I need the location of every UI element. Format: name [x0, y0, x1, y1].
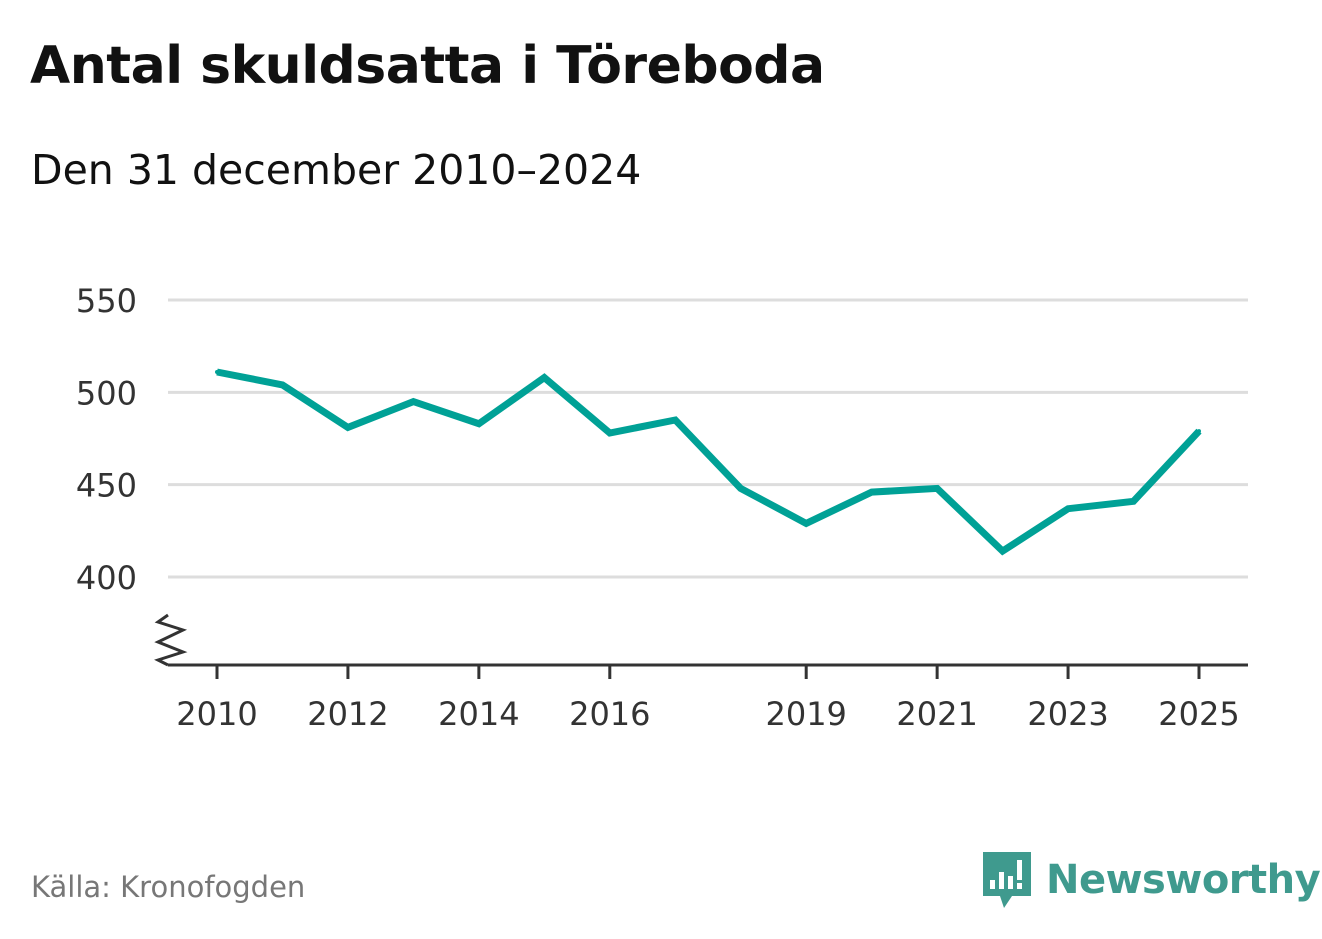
data-point [869, 490, 874, 495]
data-point [345, 425, 350, 430]
newsworthy-logo-icon [983, 852, 1031, 908]
data-point [673, 418, 678, 423]
data-point [1131, 499, 1136, 504]
x-axis [168, 663, 1248, 679]
y-tick-label: 450 [76, 467, 137, 505]
x-tick-label: 2025 [1158, 695, 1239, 733]
y-axis-break [154, 613, 188, 667]
x-tick-label: 2021 [896, 695, 977, 733]
chart-title: Antal skuldsatta i Töreboda [30, 36, 825, 96]
data-point [804, 521, 809, 526]
y-tick-label: 400 [76, 559, 137, 597]
brand-logo: Newsworthy [980, 850, 1321, 910]
chart-subtitle: Den 31 december 2010–2024 [31, 146, 642, 194]
x-tick-label: 2014 [438, 695, 519, 733]
x-tick-label: 2023 [1027, 695, 1108, 733]
data-point [607, 430, 612, 435]
data-point [935, 486, 940, 491]
data-point [1000, 549, 1005, 554]
x-tick-label: 2019 [765, 695, 846, 733]
data-point [411, 399, 416, 404]
series [215, 368, 1202, 556]
series-line [216, 368, 1202, 556]
x-tick-label: 2012 [307, 695, 388, 733]
data-point [280, 382, 285, 387]
grid-lines [168, 298, 1248, 579]
y-tick-label: 500 [76, 374, 137, 412]
data-point [476, 421, 481, 426]
data-point [1066, 506, 1071, 511]
data-point [738, 486, 743, 491]
data-point [1197, 429, 1201, 434]
data-point [215, 370, 219, 375]
brand-name: Newsworthy [1046, 857, 1321, 903]
y-tick-labels: 400 450 500 550 [76, 282, 137, 597]
x-tick-label: 2010 [176, 695, 257, 733]
axis-break-zigzag [154, 613, 188, 667]
x-tick-labels: 2010 2012 2014 2016 2019 2021 2023 2025 [176, 695, 1239, 733]
y-tick-label: 550 [76, 282, 137, 320]
source-note: Källa: Kronofogden [31, 870, 306, 904]
data-point [542, 375, 547, 380]
x-tick-label: 2016 [569, 695, 650, 733]
